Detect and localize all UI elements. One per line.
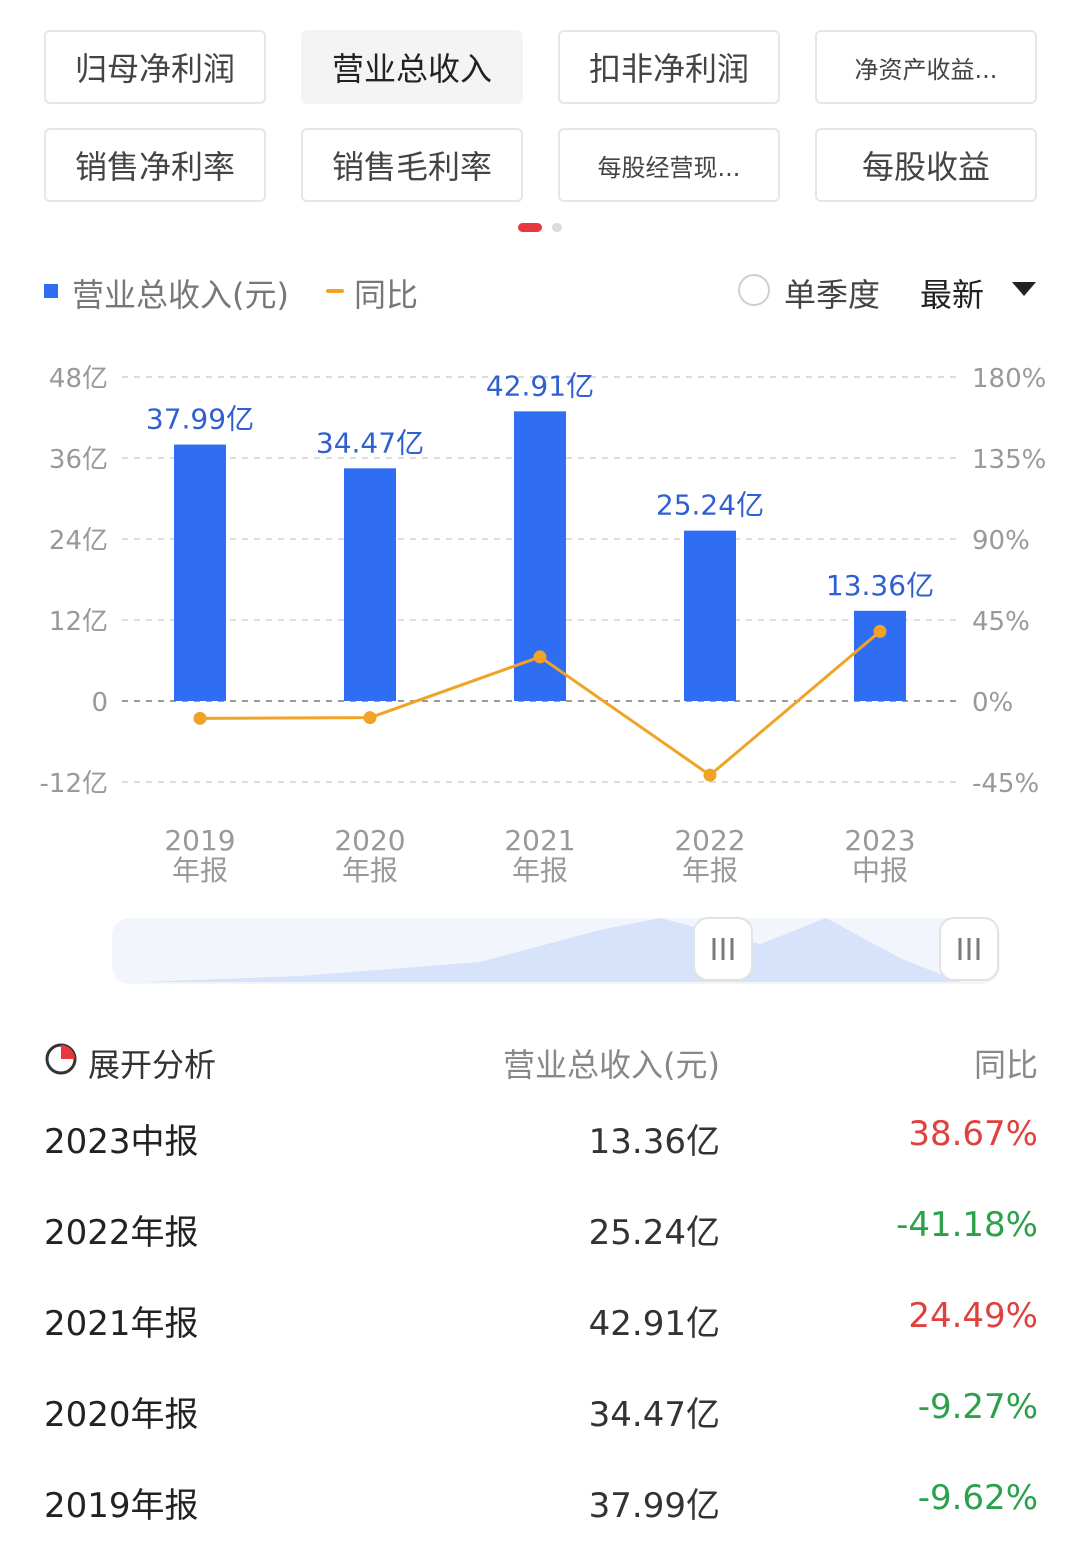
row-yoy: -9.27% [917, 1387, 1038, 1427]
row-period: 2022年报 [44, 1213, 199, 1253]
metric-tab[interactable]: 归母净利润 [44, 30, 266, 104]
expand-analysis-button[interactable]: 展开分析 [88, 1046, 217, 1084]
metric-tab[interactable]: 每股收益 [815, 128, 1037, 202]
caret-down-icon[interactable] [1012, 282, 1036, 296]
metric-tab[interactable]: 营业总收入 [301, 30, 523, 104]
revenue-legend-label: 营业总收入(元) [72, 276, 289, 314]
bar-value-label: 25.24亿 [656, 489, 764, 522]
bar-value-label: 13.36亿 [826, 569, 934, 602]
metric-tab[interactable]: 销售净利率 [44, 128, 266, 202]
revenue-bar [174, 444, 226, 701]
row-revenue: 34.47亿 [588, 1395, 720, 1435]
row-period: 2020年报 [44, 1395, 199, 1435]
row-yoy: 24.49% [908, 1296, 1038, 1336]
table-row[interactable]: 2020年报 34.47亿 -9.27% [44, 1367, 1038, 1458]
x-tick-period: 年报 [512, 854, 568, 887]
x-tick-year: 2022 [674, 824, 745, 857]
y-left-tick-label: -12亿 [40, 769, 108, 799]
revenue-bar [344, 468, 396, 701]
table-row[interactable]: 2022年报 25.24亿 -41.18% [44, 1185, 1038, 1276]
table-header: 展开分析 营业总收入(元) 同比 [44, 1028, 1038, 1094]
table-row[interactable]: 2023中报 13.36亿 38.67% [44, 1094, 1038, 1185]
page-dot[interactable] [552, 223, 562, 232]
chart-legend-bar: 营业总收入(元) 同比 单季度 最新 [44, 268, 1038, 314]
y-left-tick-label: 48亿 [49, 364, 108, 394]
row-revenue: 25.24亿 [588, 1213, 720, 1253]
grip-icon [712, 938, 734, 960]
x-tick-year: 2023 [844, 824, 915, 857]
single-quarter-label[interactable]: 单季度 [784, 276, 881, 314]
single-quarter-radio[interactable] [738, 274, 770, 306]
x-tick-period: 年报 [172, 854, 228, 887]
revenue-bar [684, 530, 736, 701]
y-right-tick-label: 135% [972, 445, 1046, 475]
range-slider-preview [140, 918, 960, 982]
table-row[interactable]: 2019年报 37.99亿 -9.62% [44, 1458, 1038, 1549]
y-left-tick-label: 36亿 [49, 445, 108, 475]
yoy-legend-swatch [326, 289, 344, 293]
table-row[interactable]: 2021年报 42.91亿 24.49% [44, 1276, 1038, 1367]
revenue-table: 展开分析 营业总收入(元) 同比 2023中报 13.36亿 38.67% 2022年… [44, 1028, 1038, 1549]
yoy-point [703, 768, 717, 782]
column-header-revenue: 营业总收入(元) [503, 1046, 720, 1084]
bar-value-label: 34.47亿 [316, 426, 424, 459]
column-header-yoy: 同比 [973, 1046, 1038, 1084]
period-select-label[interactable]: 最新 [920, 276, 985, 314]
metric-tab[interactable]: 净资产收益... [815, 30, 1037, 104]
row-revenue: 42.91亿 [588, 1304, 720, 1344]
bar-value-label: 37.99亿 [146, 403, 254, 436]
y-right-tick-label: 0% [972, 688, 1013, 718]
metric-tab[interactable]: 销售毛利率 [301, 128, 523, 202]
metric-tab[interactable]: 扣非净利润 [558, 30, 780, 104]
row-yoy: -9.62% [917, 1478, 1038, 1518]
pie-chart-icon[interactable] [44, 1042, 78, 1076]
table-body: 2023中报 13.36亿 38.67% 2022年报 25.24亿 -41.18% 202… [44, 1094, 1038, 1549]
page-dot-active[interactable] [518, 223, 542, 232]
x-tick-period: 年报 [682, 854, 738, 887]
page-indicator [0, 223, 1080, 233]
x-tick-period: 中报 [852, 854, 908, 887]
yoy-point [533, 650, 547, 664]
x-tick-year: 2019 [164, 824, 235, 857]
row-yoy: -41.18% [896, 1205, 1038, 1245]
y-left-tick-label: 12亿 [49, 607, 108, 637]
row-revenue: 13.36亿 [588, 1122, 720, 1162]
range-slider[interactable] [0, 910, 1080, 990]
y-right-tick-label: -45% [972, 769, 1039, 799]
y-right-tick-label: 180% [972, 364, 1046, 394]
row-yoy: 38.67% [908, 1114, 1038, 1154]
x-tick-period: 年报 [342, 854, 398, 887]
row-period: 2019年报 [44, 1486, 199, 1526]
yoy-point [873, 624, 887, 638]
y-right-tick-label: 45% [972, 607, 1030, 637]
revenue-bar [854, 610, 906, 701]
grip-icon [958, 938, 980, 960]
row-period: 2021年报 [44, 1304, 199, 1344]
metric-tab[interactable]: 每股经营现... [558, 128, 780, 202]
bar-value-label: 42.91亿 [486, 369, 594, 402]
x-tick-year: 2020 [334, 824, 405, 857]
y-left-tick-label: 24亿 [49, 526, 108, 556]
yoy-point [193, 711, 207, 725]
yoy-legend-label: 同比 [354, 276, 419, 314]
y-right-tick-label: 90% [972, 526, 1030, 556]
yoy-point [363, 711, 377, 725]
x-tick-year: 2021 [504, 824, 575, 857]
row-period: 2023中报 [44, 1122, 199, 1162]
row-revenue: 37.99亿 [588, 1486, 720, 1526]
y-left-tick-label: 0 [91, 688, 108, 718]
revenue-legend-swatch [44, 284, 58, 298]
revenue-chart: 48亿 36亿 24亿 12亿 0 -12亿 180% 135% 90% 45% 0% -45% 37.… [40, 364, 1047, 887]
